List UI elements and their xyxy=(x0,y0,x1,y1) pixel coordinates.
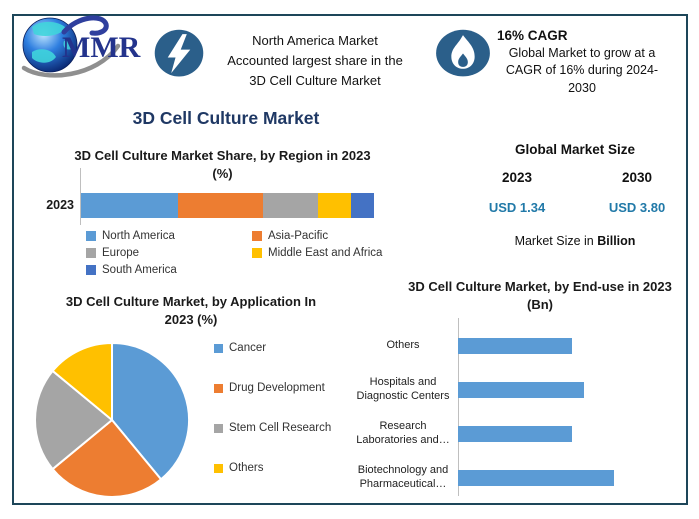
legend-label: Asia-Pacific xyxy=(268,230,329,242)
region-segment-south-america xyxy=(350,193,374,218)
pie-legend: Cancer Drug Development Stem Cell Research… xyxy=(214,342,344,474)
year-start: 2023 xyxy=(501,170,533,185)
lightning-badge xyxy=(154,29,204,77)
legend-item-north-america: North America xyxy=(86,230,248,242)
legend-marker xyxy=(214,423,223,433)
region-year-label: 2023 xyxy=(46,198,74,212)
cagr-title: 16% CAGR xyxy=(497,28,568,43)
region-legend: North America Asia-Pacific Europe Middle Ea… xyxy=(86,230,386,276)
value-start: USD 1.34 xyxy=(488,200,546,215)
note-prefix: Market Size in xyxy=(514,234,598,248)
pie-slice-cancer xyxy=(111,342,190,481)
enduse-track xyxy=(458,426,675,442)
legend-marker xyxy=(86,248,96,258)
enduse-category-label: Others xyxy=(386,339,420,352)
flame-badge xyxy=(436,29,490,77)
application-chart-title: 3D Cell Culture Market, by Application I… xyxy=(65,294,317,328)
flame-icon xyxy=(451,35,475,69)
enduse-category-label: Biotechnology and Pharmaceutical… xyxy=(357,464,449,490)
legend-item-others: Others xyxy=(214,462,344,474)
enduse-bar-others xyxy=(458,338,573,354)
region-segment-middle-east-and-africa xyxy=(318,193,351,218)
legend-item-europe: Europe xyxy=(86,247,248,259)
value-end: USD 3.80 xyxy=(608,200,666,215)
legend-marker xyxy=(214,383,223,393)
enduse-bar-biotechnology-and-pharmaceutical xyxy=(458,470,615,486)
pie-slice-drug-development xyxy=(51,419,163,498)
enduse-row-biotechnology-and-pharmaceutical: Biotechnology and Pharmaceutical… xyxy=(353,458,675,498)
legend-marker xyxy=(86,265,96,275)
market-size-values: USD 1.34 USD 3.80 xyxy=(467,200,687,215)
legend-label: Cancer xyxy=(229,342,267,354)
legend-item-cancer: Cancer xyxy=(214,342,344,354)
legend-item-drug-development: Drug Development xyxy=(214,382,344,394)
enduse-row-hospitals-and-diagnostic-centers: Hospitals and Diagnostic Centers xyxy=(353,370,675,410)
legend-label: South America xyxy=(102,264,177,276)
pie-slice-stem-cell-research xyxy=(34,369,113,471)
region-chart-title: 3D Cell Culture Market Share, by Region … xyxy=(74,148,371,182)
legend-label: North America xyxy=(102,230,175,242)
legend-item-middle-east-and-africa: Middle East and Africa xyxy=(252,247,386,259)
market-size-title: Global Market Size xyxy=(514,142,636,157)
highlight-line: 3D Cell Culture Market xyxy=(249,73,381,89)
legend-item-south-america: South America xyxy=(86,264,248,276)
cagr-line: 2030 xyxy=(568,80,596,95)
region-axis xyxy=(80,168,81,225)
logo-swoosh-blue xyxy=(61,15,109,36)
legend-label: Europe xyxy=(102,247,140,259)
year-end: 2030 xyxy=(621,170,653,185)
logo-text: MMR xyxy=(62,31,141,64)
region-segment-europe xyxy=(262,193,319,218)
region-segment-asia-pacific xyxy=(177,193,263,218)
legend-item-stem-cell-research: Stem Cell Research xyxy=(214,422,344,434)
globe-landmass xyxy=(32,49,56,63)
enduse-track xyxy=(458,382,675,398)
legend-label: Drug Development xyxy=(229,382,325,394)
region-segment-north-america xyxy=(81,193,178,218)
enduse-rows: Others Hospitals and Diagnostic Centers Re… xyxy=(353,326,675,498)
enduse-row-research-laboratories-and: Research Laboratories and… xyxy=(353,414,675,454)
legend-marker xyxy=(214,343,223,353)
pie-slice-others xyxy=(51,342,113,421)
legend-item-asia-pacific: Asia-Pacific xyxy=(252,230,386,242)
highlight-line: Accounted largest share in the xyxy=(227,53,403,69)
legend-marker xyxy=(252,231,262,241)
globe-landmass xyxy=(32,21,66,36)
enduse-track xyxy=(458,470,675,486)
legend-label: Stem Cell Research xyxy=(229,422,332,434)
note-unit: Billion xyxy=(597,234,636,248)
enduse-axis xyxy=(458,318,459,496)
page-title: 3D Cell Culture Market xyxy=(132,108,320,128)
market-size-years: 2023 2030 xyxy=(467,170,687,185)
logo-swoosh-gray xyxy=(21,43,121,78)
legend-marker xyxy=(86,231,96,241)
legend-marker xyxy=(252,248,262,258)
region-bar xyxy=(81,193,374,218)
application-pie xyxy=(34,342,190,498)
mmr-logo: MMR xyxy=(21,15,141,78)
cagr-line: CAGR of 16% during 2024- xyxy=(505,63,659,78)
enduse-bar-research-laboratories-and xyxy=(458,426,573,442)
highlight-text-block: North America Market Accounted largest s… xyxy=(210,31,420,91)
cagr-block: 16% CAGR Global Market to grow at a CAGR… xyxy=(497,27,667,97)
enduse-bar-hospitals-and-diagnostic-centers xyxy=(458,382,584,398)
enduse-track xyxy=(458,338,675,354)
lightning-icon xyxy=(167,34,191,74)
enduse-chart-title: 3D Cell Culture Market, by End-use in 20… xyxy=(408,279,672,313)
enduse-category-label: Hospitals and Diagnostic Centers xyxy=(356,376,450,402)
highlight-line: North America Market xyxy=(252,33,378,48)
market-size-note: Market Size in Billion xyxy=(475,234,675,248)
cagr-line: Global Market to grow at a xyxy=(508,45,656,60)
legend-label: Others xyxy=(229,462,264,474)
legend-marker xyxy=(214,463,223,473)
enduse-category-label: Research Laboratories and… xyxy=(356,420,450,446)
globe-landmass xyxy=(63,40,73,50)
enduse-row-others: Others xyxy=(353,326,675,366)
legend-label: Middle East and Africa xyxy=(268,247,383,259)
